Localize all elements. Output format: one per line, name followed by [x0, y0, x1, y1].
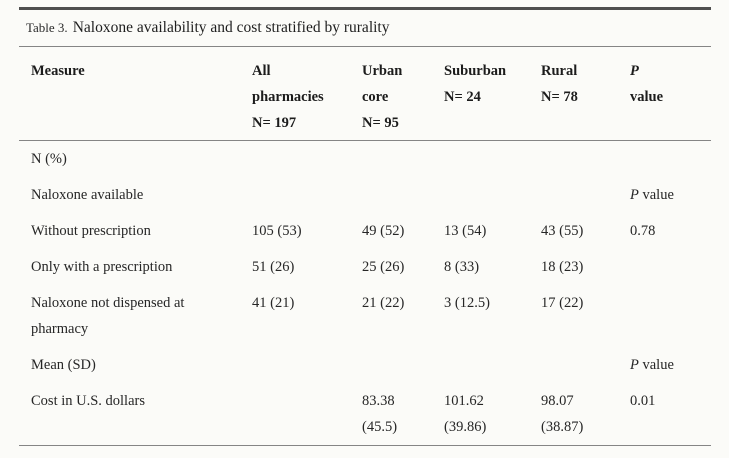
cell-suburban: 8 (33) [444, 259, 480, 275]
cell-p-value [618, 249, 711, 285]
cell-all-pharmacies [240, 141, 350, 177]
cell-suburban: 101.62 (39.86) [444, 393, 487, 435]
cell-rural [529, 347, 618, 383]
table-caption: Table 3. Naloxone availability and cost … [19, 10, 711, 46]
cell-all-pharmacies: 105 (53) [252, 223, 302, 239]
cell-all-pharmacies [240, 347, 350, 383]
cell-p-value [618, 141, 711, 177]
table-header-row: Measure All pharmacies N= 197 Urban core… [19, 47, 711, 140]
p-value-word: value [630, 89, 664, 105]
cell-measure: Without prescription [31, 223, 151, 239]
caption-divider [19, 46, 711, 47]
table-title: Naloxone availability and cost stratifie… [72, 19, 390, 36]
column-header-p-value: P value [618, 47, 711, 140]
cell-all-pharmacies: 41 (21) [252, 295, 295, 311]
table-row-section-mean-sd: Mean (SD) P value [19, 347, 711, 383]
table-top-rule [19, 7, 711, 10]
cell-all-pharmacies [240, 383, 350, 445]
cell-rural: 43 (55) [541, 223, 584, 239]
cell-urban-core: 83.38 (45.5) [362, 393, 398, 435]
cell-urban-core [350, 177, 432, 213]
column-header-all-pharmacies: All pharmacies N= 197 [252, 63, 324, 131]
cell-suburban [432, 141, 529, 177]
cell-p-value: 0.01 [630, 393, 656, 409]
cell-rural: 17 (22) [541, 295, 584, 311]
cell-measure: Naloxone available [31, 187, 144, 203]
cell-urban-core: 25 (26) [362, 259, 405, 275]
p-value-word: value [638, 357, 674, 373]
cell-suburban [432, 347, 529, 383]
cell-p-value [618, 285, 711, 347]
cell-rural: 18 (23) [541, 259, 584, 275]
column-header-rural: Rural N= 78 [541, 63, 578, 105]
p-value-word: value [638, 187, 674, 203]
cell-p-value-subheader: P value [618, 177, 711, 213]
cell-measure: Only with a prescription [31, 259, 173, 275]
cell-rural [529, 177, 618, 213]
cell-urban-core [350, 141, 432, 177]
cell-p-value: 0.78 [630, 223, 656, 239]
cell-urban-core: 49 (52) [362, 223, 405, 239]
column-header-measure: Measure [31, 63, 85, 79]
cell-p-value-subheader: P value [618, 347, 711, 383]
table-row-without-prescription: Without prescription 105 (53) 49 (52) 13… [19, 213, 711, 249]
table-row-cost: Cost in U.S. dollars 83.38 (45.5) 101.62… [19, 383, 711, 445]
cell-rural: 98.07 (38.87) [541, 393, 584, 435]
column-header-suburban: Suburban N= 24 [444, 63, 507, 105]
cell-all-pharmacies: 51 (26) [252, 259, 295, 275]
table: Table 3. Naloxone availability and cost … [19, 0, 711, 446]
table-row-section-n-percent: N (%) [19, 141, 711, 177]
cell-measure: Mean (SD) [31, 357, 96, 373]
table-bottom-rule [19, 445, 711, 446]
cell-measure: Cost in U.S. dollars [31, 393, 145, 409]
cell-measure: N (%) [31, 151, 67, 167]
column-header-urban-core: Urban core N= 95 [362, 63, 403, 131]
table-number-label: Table 3. [26, 20, 68, 35]
cell-rural [529, 141, 618, 177]
table-row-not-dispensed: Naloxone not dispensed at pharmacy 41 (2… [19, 285, 711, 347]
table-row-only-with-prescription: Only with a prescription 51 (26) 25 (26)… [19, 249, 711, 285]
cell-urban-core [350, 347, 432, 383]
cell-suburban: 13 (54) [444, 223, 487, 239]
cell-suburban: 3 (12.5) [444, 295, 490, 311]
cell-suburban [432, 177, 529, 213]
cell-urban-core: 21 (22) [362, 295, 405, 311]
p-symbol: P [630, 357, 639, 373]
header-divider [19, 140, 711, 141]
p-symbol: P [630, 187, 639, 203]
p-symbol: P [630, 63, 639, 79]
cell-all-pharmacies [240, 177, 350, 213]
cell-measure: Naloxone not dispensed at pharmacy [31, 295, 185, 337]
table-row-naloxone-available: Naloxone available P value [19, 177, 711, 213]
